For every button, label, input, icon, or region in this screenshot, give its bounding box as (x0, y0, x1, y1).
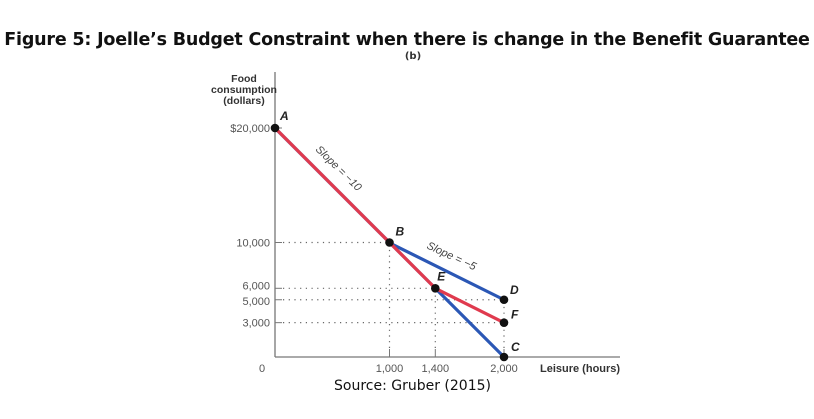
y-axis-title: consumption (211, 84, 277, 96)
point-e (431, 284, 440, 293)
point-label: F (511, 308, 519, 322)
y-axis-title: (dollars) (223, 95, 264, 107)
x-tick-label: 2,000 (490, 363, 518, 375)
source-note: Source: Gruber (2015) (334, 378, 491, 394)
point-label: D (510, 283, 519, 297)
y-tick-label: 3,000 (242, 318, 270, 330)
point-label: C (511, 340, 520, 354)
point-c (499, 352, 509, 362)
slope-annotation: Slope = −10 (313, 144, 364, 195)
y-tick-label: 5,000 (242, 296, 270, 308)
point-b (385, 238, 394, 247)
x-tick-label: 1,000 (376, 363, 404, 375)
series-line (272, 125, 505, 325)
panel-label: (b) (404, 51, 422, 62)
slope-annotation: Slope = −5 (425, 240, 479, 274)
series-line (275, 128, 505, 302)
y-axis-title: Food (231, 73, 257, 85)
point-label: B (396, 225, 405, 239)
x-tick-label: 1,400 (422, 363, 450, 375)
y-tick-label: 6,000 (242, 280, 270, 292)
y-tick-label: 10,000 (236, 238, 270, 250)
figure-title: Figure 5: Joelle’s Budget Constraint whe… (4, 30, 810, 50)
data-points (270, 123, 509, 362)
point-a (270, 123, 280, 133)
point-d (499, 295, 509, 305)
y-tick-label: $20,000 (230, 123, 270, 135)
x-axis-title: Leisure (hours) (540, 363, 620, 375)
origin-label: 0 (259, 363, 265, 375)
guide-lines (283, 241, 505, 348)
point-label: E (437, 269, 446, 283)
point-label: A (279, 109, 289, 123)
point-f (499, 318, 509, 327)
axes (274, 72, 620, 358)
